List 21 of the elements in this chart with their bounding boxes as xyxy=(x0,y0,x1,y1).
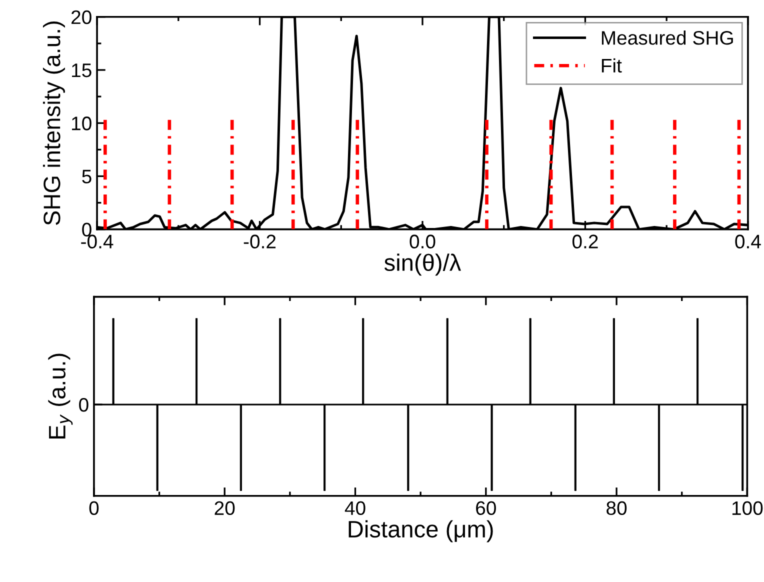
x-axis-title: Distance (μm) xyxy=(348,520,493,542)
x-axis-title: sin(θ)/λ xyxy=(384,254,461,276)
x-tick-label: 60 xyxy=(476,501,496,516)
x-tick-label: 20 xyxy=(214,501,235,516)
y-tick-label: 15 xyxy=(72,64,92,78)
legend-label: Measured SHG xyxy=(602,30,733,45)
x-tick-label: 0.2 xyxy=(572,234,598,248)
x-tick-label: 100 xyxy=(732,501,763,516)
y-tick-label: 0 xyxy=(82,222,92,237)
x-tick-label: 0.0 xyxy=(410,234,436,248)
x-tick-label: 40 xyxy=(344,501,366,516)
y-axis-title: SHG intensity (a.u.) xyxy=(42,22,65,226)
x-tick-label: -0.2 xyxy=(244,234,276,248)
legend-label: Fit xyxy=(602,58,622,73)
x-tick-label: 80 xyxy=(606,501,627,516)
x-tick-label: -0.4 xyxy=(81,234,114,248)
y-axis-title: E$_{y}$ (a.u.) xyxy=(48,354,73,438)
y-tick-label: 5 xyxy=(82,170,92,184)
y-tick-label: 20 xyxy=(72,10,92,24)
y-tick-label: 10 xyxy=(72,116,92,130)
x-tick-label: 0.4 xyxy=(735,234,761,248)
